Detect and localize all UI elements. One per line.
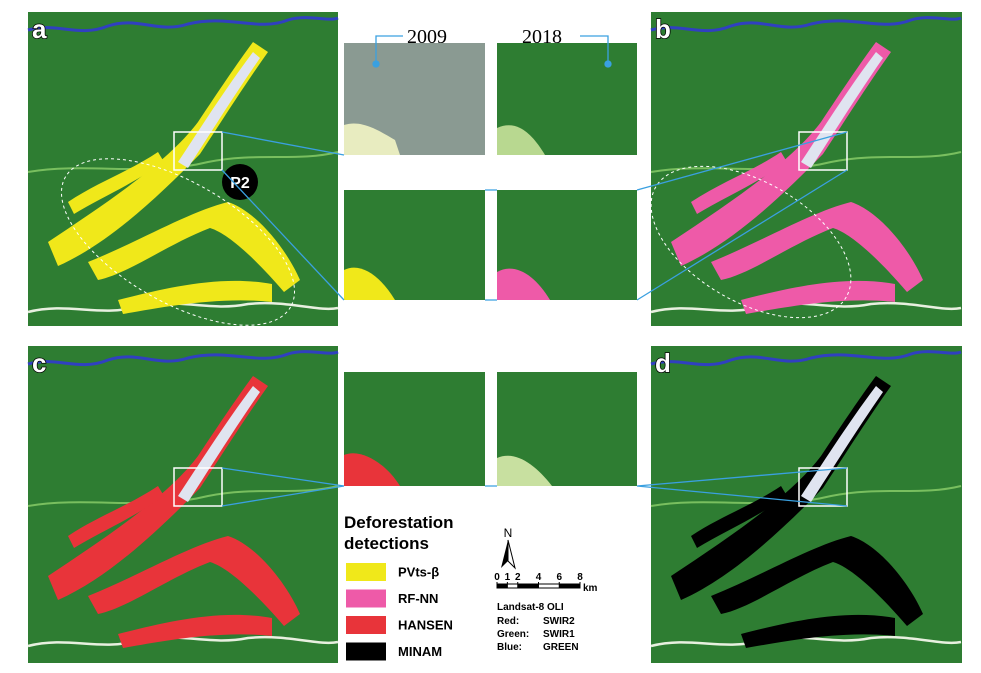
point-marker: P2 [230, 175, 250, 192]
deforestation-area [68, 152, 164, 214]
north-label: N [504, 526, 513, 540]
urban-area [178, 52, 260, 168]
scale-bar-segment [559, 584, 580, 588]
deforestation-area [48, 42, 268, 266]
band-channel: Green: [497, 629, 529, 640]
legend-swatch [346, 642, 386, 661]
deforestation-area [88, 536, 300, 626]
legend-label: RF-NN [398, 591, 438, 606]
legend-label: HANSEN [398, 617, 453, 632]
inset-year: 2009 [407, 26, 447, 48]
deforestation-area [88, 202, 300, 292]
map-panel: a P2 [26, 12, 340, 326]
connector-lines [221, 35, 848, 507]
band-name: SWIR2 [543, 616, 575, 627]
band-info: Red: SWIR2 Green: SWIR1 Blue: GREEN [497, 616, 579, 653]
map-panel: b [649, 12, 963, 326]
deforestation-area [48, 376, 268, 600]
map-panel: d [649, 346, 963, 663]
urban-area [178, 386, 260, 502]
panel-label: b [655, 14, 671, 44]
legend-title: Deforestation detections [344, 513, 454, 553]
legend-label: MINAM [398, 644, 442, 659]
deforestation-area [118, 614, 272, 648]
legend-title-box: Deforestation detections [344, 513, 454, 553]
map-panel: c [26, 346, 340, 663]
legend-swatch [346, 616, 386, 634]
band-channel: Red: [497, 616, 519, 627]
deforestation-area [118, 280, 272, 314]
legend-label: PVts-β [398, 564, 439, 579]
sensor: Landsat-8 OLI [497, 602, 564, 613]
north-arrow: N [501, 526, 516, 570]
band-name: GREEN [543, 642, 579, 653]
deforestation-area [741, 280, 895, 314]
legend-swatch [346, 589, 386, 608]
legend: PVts-β RF-NN HANSEN MINAM [346, 563, 453, 661]
scale-tick-label: 8 [577, 572, 583, 583]
scale-bar-segment [497, 584, 508, 588]
panel-label: d [655, 348, 671, 378]
deforestation-area [711, 536, 923, 626]
scale-tick-label: 2 [515, 572, 521, 583]
deforestation-area [711, 202, 923, 292]
scale-tick-label: 4 [536, 572, 542, 583]
deforestation-area [671, 376, 891, 600]
deforestation-area [691, 152, 787, 214]
scale-bar-segment [517, 584, 539, 588]
scale-unit: km [583, 583, 598, 594]
scale-tick-label: 6 [556, 572, 562, 583]
panel-label: c [32, 348, 46, 378]
inset-year: 2018 [522, 26, 562, 48]
scale-tick-label: 0 [494, 572, 500, 583]
insets [344, 43, 637, 486]
scale-tick-label: 1 [505, 572, 511, 583]
band-channel: Blue: [497, 642, 522, 653]
panel-label: a [32, 14, 47, 44]
deforestation-area [68, 486, 164, 548]
urban-area [801, 386, 883, 502]
deforestation-area [691, 486, 787, 548]
deforestation-area [671, 42, 891, 266]
scale-bar: 0 1 2 4 6 8km [494, 572, 597, 594]
deforestation-area [741, 614, 895, 648]
legend-swatch [346, 563, 386, 581]
band-name: SWIR1 [543, 629, 575, 640]
